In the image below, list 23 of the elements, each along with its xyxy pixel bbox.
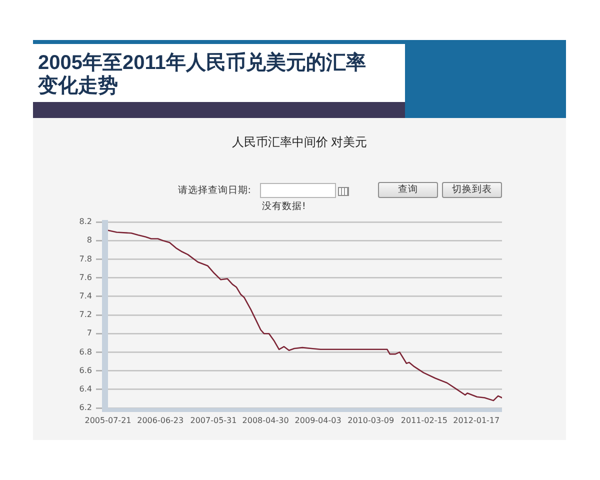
x-tick-label: 2012-01-17 xyxy=(453,416,500,425)
x-tick-label: 2005-07-21 xyxy=(84,416,132,425)
y-tick-label: 6.8 xyxy=(79,347,92,356)
x-tick-label: 2006-06-23 xyxy=(137,416,184,425)
y-tick-label: 8 xyxy=(86,236,92,245)
x-tick-label: 2007-05-31 xyxy=(190,416,237,425)
y-tick-label: 6.6 xyxy=(79,366,92,375)
y-tick-label: 7.4 xyxy=(79,291,92,300)
x-tick-label: 2008-04-30 xyxy=(242,416,289,425)
text: 没有数据! xyxy=(262,200,306,213)
y-tick-label: 7 xyxy=(86,328,92,338)
text: 请选择查询日期: xyxy=(176,184,251,197)
y-tick-label: 6.4 xyxy=(79,384,92,394)
x-tick-label: 2009-04-03 xyxy=(294,416,342,425)
y-tick-label: 7.8 xyxy=(79,254,92,264)
y-tick-label: 8.2 xyxy=(79,217,92,226)
y-tick-label: 7.2 xyxy=(79,310,92,320)
x-tick-label: 2010-03-09 xyxy=(348,416,394,425)
chart-title: 2005年至2011年人民币兑美元的汇率变化走势 xyxy=(38,52,367,98)
chart-subtitle: 人民币汇率中间价 对美元 xyxy=(231,134,368,151)
y-tick-label: 7.6 xyxy=(79,272,92,282)
y-tick-label: 6.2 xyxy=(79,403,92,412)
x-tick-label: 2011-02-15 xyxy=(400,416,448,425)
